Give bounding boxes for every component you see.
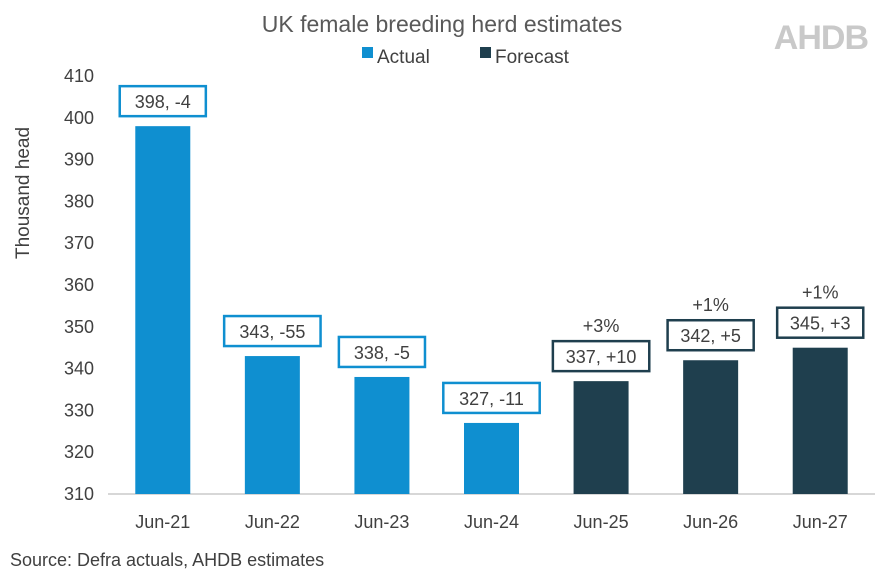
data-label: 345, +3 <box>790 314 851 334</box>
x-axis-ticks: Jun-21 Jun-22 Jun-23 Jun-24 Jun-25 Jun-26 Jun-… <box>135 512 847 532</box>
legend-swatch-actual <box>362 47 373 58</box>
bar-actual <box>135 126 191 494</box>
legend-swatch-forecast <box>480 47 491 58</box>
data-label-box <box>551 339 651 373</box>
legend-label-forecast: Forecast <box>495 47 570 68</box>
data-label: 342, +5 <box>680 326 741 346</box>
data-label: 338, -5 <box>354 343 410 363</box>
data-label: 398, -4 <box>135 92 191 112</box>
bar-actual <box>354 376 410 494</box>
data-label-box <box>118 84 208 118</box>
percent-change-label: +1% <box>692 295 729 315</box>
data-label-box <box>775 306 865 339</box>
data-label-box <box>442 381 541 415</box>
x-tick-label: Jun-22 <box>245 512 300 532</box>
ahdb-logo: AHDB <box>774 19 869 57</box>
y-tick-label: 390 <box>64 150 94 170</box>
y-tick-label: 380 <box>64 191 94 211</box>
x-tick-label: Jun-24 <box>464 512 519 532</box>
y-tick-label: 320 <box>64 442 94 462</box>
y-tick-label: 410 <box>64 66 94 86</box>
x-tick-label: Jun-23 <box>354 512 409 532</box>
x-tick-label: Jun-25 <box>574 512 629 532</box>
bar-forecast <box>792 347 848 494</box>
bar-actual <box>244 356 300 494</box>
bar-actual <box>464 422 519 494</box>
data-label-box <box>337 335 427 369</box>
y-tick-label: 360 <box>64 275 94 295</box>
data-label-box <box>666 318 755 352</box>
data-label: 327, -11 <box>459 389 524 409</box>
x-tick-label: Jun-21 <box>135 512 190 532</box>
bar-forecast <box>573 381 629 494</box>
y-tick-label: 330 <box>64 400 94 420</box>
y-tick-label: 340 <box>64 359 94 379</box>
x-tick-label: Jun-26 <box>683 512 738 532</box>
chart-title: UK female breeding herd estimates <box>262 11 623 37</box>
y-tick-label: 370 <box>64 233 94 253</box>
legend: Actual Forecast <box>362 47 570 68</box>
bar-forecast <box>683 360 739 494</box>
legend-label-actual: Actual <box>377 47 430 68</box>
y-tick-label: 310 <box>64 484 94 504</box>
y-axis-label: Thousand head <box>13 127 34 259</box>
data-label-box <box>222 314 322 348</box>
source-note: Source: Defra actuals, AHDB estimates <box>10 550 324 570</box>
y-axis-ticks: 310 320 330 340 350 360 370 380 390 400 410 <box>64 66 94 504</box>
x-tick-label: Jun-27 <box>793 512 848 532</box>
y-tick-label: 400 <box>64 108 94 128</box>
data-label: 337, +10 <box>566 347 637 367</box>
data-label: 343, -55 <box>239 322 305 342</box>
y-tick-label: 350 <box>64 317 94 337</box>
percent-change-label: +1% <box>802 283 839 303</box>
bars: 398, -4 343, -55 338, -5 327, -11 337, +10 +3… <box>118 84 865 494</box>
percent-change-label: +3% <box>583 316 620 336</box>
